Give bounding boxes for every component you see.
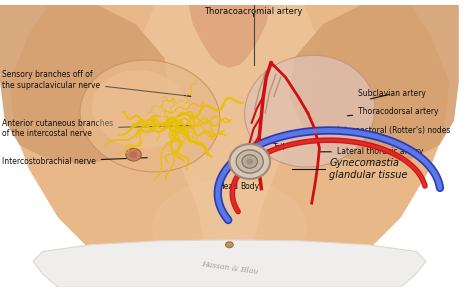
Text: Sensory branches off of
the supraclavicular nerve: Sensory branches off of the supraclavicu… (2, 70, 191, 96)
Ellipse shape (92, 70, 189, 148)
Polygon shape (0, 5, 459, 287)
Polygon shape (33, 240, 426, 287)
Ellipse shape (246, 159, 253, 164)
Ellipse shape (152, 179, 307, 276)
Text: Anterior cutaneous branches
of the intercostal nerve: Anterior cutaneous branches of the inter… (2, 119, 191, 138)
Ellipse shape (126, 148, 141, 161)
Ellipse shape (245, 55, 375, 167)
Ellipse shape (130, 151, 137, 158)
Text: Tail: Tail (266, 143, 286, 154)
Ellipse shape (226, 242, 233, 248)
Polygon shape (290, 5, 459, 164)
Polygon shape (0, 5, 169, 164)
Text: Gynecomastia
glandular tissue: Gynecomastia glandular tissue (329, 159, 408, 180)
Ellipse shape (229, 144, 270, 179)
Ellipse shape (80, 60, 220, 172)
Text: Thoracodorsal artery: Thoracodorsal artery (347, 107, 438, 116)
Text: Hassan & Blau: Hassan & Blau (201, 260, 258, 276)
Ellipse shape (242, 155, 257, 168)
Polygon shape (9, 5, 449, 287)
Polygon shape (139, 5, 319, 287)
Text: Subclavian artery: Subclavian artery (358, 89, 426, 99)
Text: Lateral thoracic artery: Lateral thoracic artery (320, 147, 423, 156)
Text: Interpectoral (Rotter's) nodes: Interpectoral (Rotter's) nodes (322, 126, 450, 135)
Text: Intercostobrachial nerve: Intercostobrachial nerve (2, 157, 147, 166)
Ellipse shape (236, 150, 263, 173)
Text: Head: Head (219, 173, 239, 191)
Text: Body: Body (240, 174, 259, 191)
Polygon shape (189, 5, 270, 67)
Text: Thoracoacromial artery: Thoracoacromial artery (204, 7, 303, 16)
